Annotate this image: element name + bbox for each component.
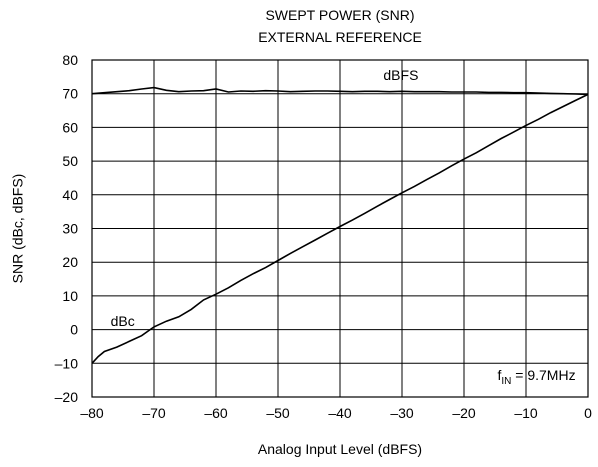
y-tick-label: –20: [55, 389, 79, 405]
series: dBFS dBc: [91, 67, 589, 364]
fin-annotation: fIN = 9.7MHz: [498, 367, 576, 387]
series-label-dBc: dBc: [111, 313, 135, 329]
x-tick-label: 0: [584, 405, 592, 421]
y-tick-label: 40: [62, 187, 78, 203]
chart-title-line-2: EXTERNAL REFERENCE: [258, 29, 422, 45]
x-axis-label: Analog Input Level (dBFS): [258, 441, 422, 457]
tick-labels: –80 –70 –60 –50 –40 –30 –20 –10 0 80 70 60 50 40 30 20 1…: [55, 52, 592, 421]
x-tick-label: –50: [266, 405, 290, 421]
series-line-dBFS: [91, 86, 589, 96]
y-tick-label: 70: [62, 86, 78, 102]
y-tick-label: 20: [62, 254, 78, 270]
x-tick-label: –70: [142, 405, 166, 421]
series-line-dBc: [91, 93, 589, 364]
series-label-dBFS: dBFS: [383, 67, 418, 83]
y-tick-label: 50: [62, 153, 78, 169]
x-tick-label: –10: [514, 405, 538, 421]
x-tick-label: –60: [204, 405, 228, 421]
y-tick-label: –10: [55, 355, 79, 371]
annotation-text: fIN = 9.7MHz: [498, 367, 576, 387]
y-tick-label: 10: [62, 288, 78, 304]
x-tick-label: –40: [328, 405, 352, 421]
y-tick-label: 30: [62, 221, 78, 237]
y-tick-label: 60: [62, 119, 78, 135]
y-tick-label: 0: [70, 322, 78, 338]
plot-area-frame: [91, 59, 589, 398]
grid: [92, 60, 588, 397]
y-tick-label: 80: [62, 52, 78, 68]
chart-title-line-1: SWEPT POWER (SNR): [265, 7, 414, 23]
y-axis-label: SNR (dBc, dBFS): [10, 174, 26, 284]
x-tick-label: –30: [390, 405, 414, 421]
x-tick-label: –20: [452, 405, 476, 421]
x-tick-label: –80: [80, 405, 104, 421]
